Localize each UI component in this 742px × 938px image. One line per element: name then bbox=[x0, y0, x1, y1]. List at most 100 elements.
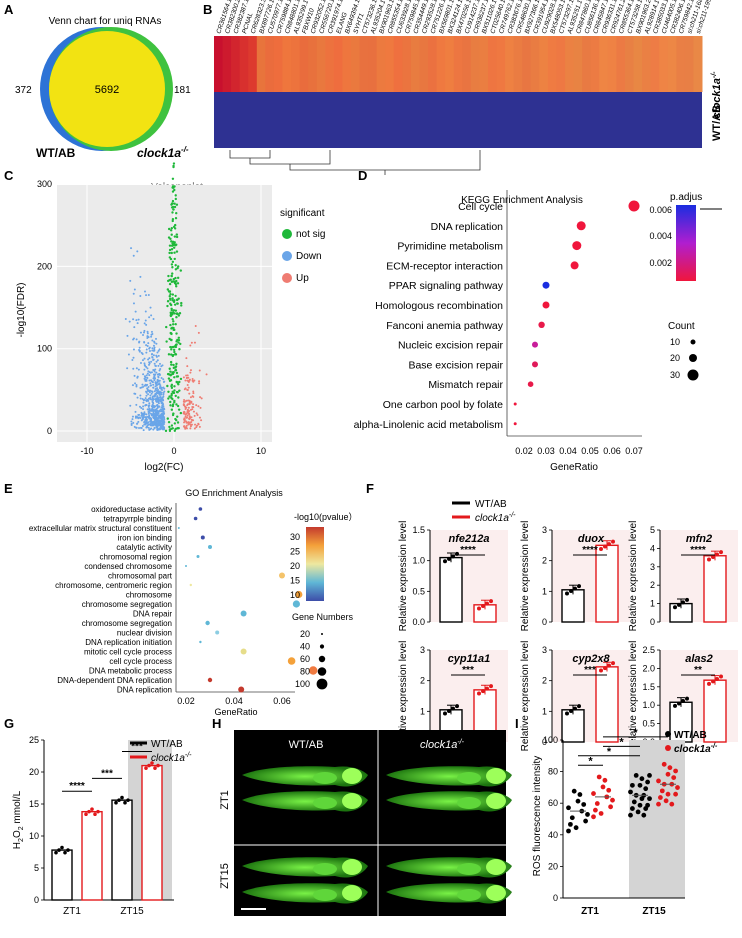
heatmap-cell bbox=[393, 36, 403, 92]
volcano-point-down bbox=[154, 364, 157, 367]
volcano-point-down bbox=[138, 413, 141, 416]
volcano-point-down bbox=[158, 379, 161, 382]
h2o2-point bbox=[120, 795, 124, 800]
heatmap-cell bbox=[556, 36, 566, 92]
ros-point bbox=[606, 787, 612, 793]
volcano-point-notsig bbox=[174, 294, 177, 298]
volcano-point-down bbox=[151, 422, 154, 425]
ros-point bbox=[591, 814, 596, 820]
qpcr-panel: WT/AB clock1a-/- 0.00.51.01.5nfe212a****… bbox=[398, 499, 738, 751]
volcano-point-notsig bbox=[180, 304, 183, 307]
volcano-point-notsig bbox=[170, 233, 173, 236]
heatmap-cell bbox=[376, 36, 386, 92]
qpcr-y-tick: 0 bbox=[542, 737, 547, 747]
volcano-point-down bbox=[154, 337, 157, 340]
volcano-point-down bbox=[144, 319, 147, 322]
volcano-point-notsig bbox=[174, 268, 178, 271]
qpcr-y-tick: 0.5 bbox=[412, 586, 425, 596]
larva-head bbox=[342, 768, 362, 784]
heatmap-cell bbox=[607, 36, 617, 92]
ros-point bbox=[637, 782, 643, 788]
volcano-point-down bbox=[132, 302, 135, 305]
volcano-point-notsig bbox=[171, 260, 175, 264]
panel-letter-e: E bbox=[4, 481, 13, 496]
kegg-term-label: One carbon pool by folate bbox=[383, 399, 503, 411]
qpcr-y-tick: 1.0 bbox=[642, 700, 655, 710]
ros-sig-label: * bbox=[588, 755, 593, 767]
volcano-point-up bbox=[184, 427, 187, 430]
go-size-tick: 100 bbox=[295, 679, 310, 689]
larva-yolk bbox=[313, 863, 337, 875]
larva bbox=[386, 766, 512, 787]
volcano-point-down bbox=[153, 390, 156, 393]
go-dot bbox=[208, 545, 212, 549]
volcano-point-notsig bbox=[166, 304, 169, 308]
volcano-point-notsig bbox=[168, 295, 171, 298]
volcano-point-down bbox=[132, 254, 135, 257]
volcano-point-down bbox=[161, 412, 164, 415]
volcano-point-down bbox=[146, 332, 149, 335]
volcano-point-down bbox=[143, 322, 146, 325]
volcano-point-down bbox=[149, 416, 152, 419]
go-x-tick: 0.02 bbox=[177, 696, 195, 706]
volcano-point-down bbox=[124, 318, 127, 321]
volcano-point-down bbox=[156, 399, 159, 402]
heatmap-panel: CR361564.1CR382300.2CR382387.1PCNALCR628… bbox=[214, 0, 723, 175]
ros-y-tick: 0 bbox=[553, 893, 558, 903]
volcano-point-notsig bbox=[174, 353, 178, 356]
volcano-point-down bbox=[143, 411, 146, 414]
larva-body bbox=[386, 766, 512, 787]
volcano-y-tick: 200 bbox=[37, 261, 52, 271]
volcano-point-notsig bbox=[168, 428, 172, 431]
volcano-point-down bbox=[142, 399, 145, 402]
volcano-point-down bbox=[132, 356, 135, 359]
volcano-point-down bbox=[149, 420, 152, 423]
volcano-point-down bbox=[155, 399, 158, 402]
volcano-point-down bbox=[157, 392, 160, 395]
ros-point bbox=[645, 779, 650, 785]
h2o2-group-zt1: ZT1 bbox=[63, 906, 81, 917]
volcano-point-notsig bbox=[176, 282, 180, 285]
ros-point bbox=[610, 797, 615, 803]
go-term-label: cell cycle process bbox=[109, 657, 172, 666]
volcano-point-down bbox=[143, 341, 146, 344]
qpcr-sig-label: *** bbox=[462, 665, 474, 676]
volcano-point-down bbox=[153, 379, 156, 382]
go-dot bbox=[200, 535, 205, 540]
kegg-dot bbox=[532, 341, 538, 348]
go-title: GO Enrichment Analysis bbox=[185, 488, 283, 498]
volcano-point-down bbox=[144, 397, 147, 400]
go-dot bbox=[292, 600, 300, 608]
volcano-point-notsig bbox=[175, 371, 179, 375]
volcano-point-down bbox=[145, 323, 148, 326]
volcano-point-down bbox=[148, 357, 151, 360]
h2o2-y-tick: 10 bbox=[29, 831, 39, 841]
volcano-point-down bbox=[157, 354, 160, 357]
volcano-point-notsig bbox=[169, 345, 172, 349]
h2o2-point bbox=[87, 809, 91, 814]
go-term-label: mitotic cell cycle process bbox=[84, 648, 172, 657]
qpcr-gene-title: nfe212a bbox=[449, 533, 490, 545]
h2o2-point bbox=[147, 763, 151, 768]
volcano-point-up bbox=[183, 421, 186, 424]
volcano-point-down bbox=[155, 420, 158, 423]
heatmap-cell bbox=[684, 36, 694, 92]
kegg-count-tick-2: 30 bbox=[670, 370, 680, 380]
volcano-point-down bbox=[151, 403, 154, 406]
qpcr-point bbox=[599, 547, 603, 552]
volcano-point-notsig bbox=[177, 338, 181, 342]
qpcr-point bbox=[715, 676, 719, 681]
heatmap-cell bbox=[436, 36, 446, 92]
volcano-point-notsig bbox=[173, 251, 176, 254]
volcano-point-down bbox=[153, 426, 156, 429]
volcano-point-down bbox=[156, 351, 159, 354]
volcano-point-down bbox=[147, 404, 150, 407]
volcano-point-down bbox=[163, 426, 166, 429]
volcano-point-notsig bbox=[169, 370, 172, 373]
heatmap-cell bbox=[496, 36, 506, 92]
h2o2-point bbox=[126, 798, 130, 802]
larva-yolk bbox=[313, 797, 337, 809]
ros-point bbox=[643, 806, 649, 811]
